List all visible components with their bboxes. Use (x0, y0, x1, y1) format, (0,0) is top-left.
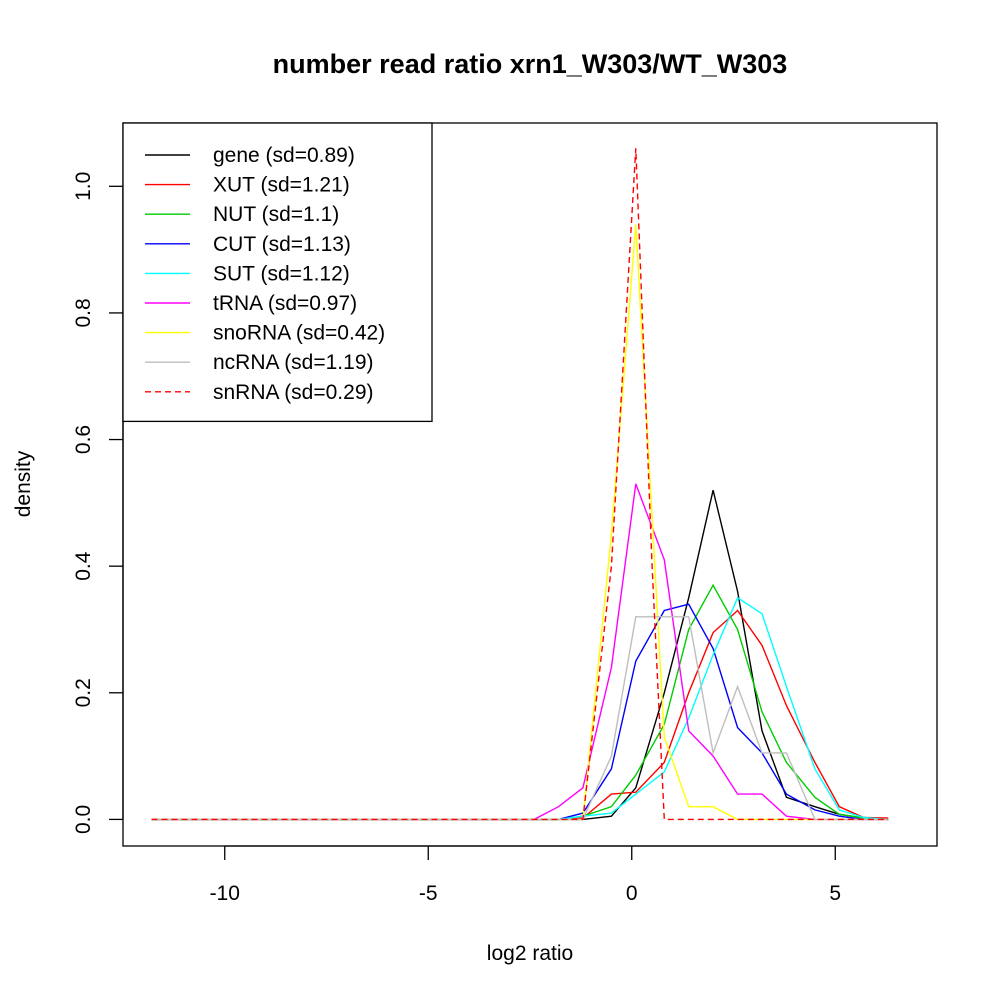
series-line-6 (151, 224, 889, 821)
x-tick-label: 5 (829, 882, 841, 905)
y-tick-label: 0.6 (72, 425, 95, 454)
legend-label: XUT (sd=1.21) (213, 174, 350, 197)
series-line-2 (151, 583, 889, 821)
legend: gene (sd=0.89) XUT (sd=1.21) NUT (sd=1.1) C… (122, 122, 433, 423)
x-tick-label: -10 (210, 882, 240, 905)
x-tick-label: 0 (626, 882, 638, 905)
y-axis-label: density (12, 450, 35, 517)
series-layer (151, 148, 889, 821)
x-axis-label: log2 ratio (487, 942, 573, 965)
chart-title: number read ratio xrn1_W303/WT_W303 (273, 49, 788, 79)
y-tick-label: 0.8 (72, 298, 95, 327)
legend-label: snoRNA (sd=0.42) (213, 322, 385, 345)
legend-label: SUT (sd=1.12) (213, 262, 350, 285)
legend-label: gene (sd=0.89) (213, 144, 355, 167)
legend-label: CUT (sd=1.13) (213, 233, 351, 256)
x-tick-label: -5 (419, 882, 438, 905)
series-line-1 (151, 609, 889, 821)
series-line-7 (151, 616, 889, 821)
series-line-4 (151, 596, 889, 821)
y-tick-label: 1.0 (72, 172, 95, 201)
y-tick-label: 0.0 (72, 805, 95, 834)
legend-label: NUT (sd=1.1) (213, 203, 339, 226)
y-tick-label: 0.2 (72, 678, 95, 707)
x-axis: -10 -5 0 5 (210, 845, 841, 905)
series-line-5 (151, 483, 889, 821)
legend-label: tRNA (sd=0.97) (213, 292, 357, 315)
legend-box (122, 122, 433, 423)
series-line-8 (151, 148, 889, 821)
legend-label: snRNA (sd=0.29) (213, 381, 374, 404)
y-tick-label: 0.4 (72, 551, 95, 581)
legend-label: ncRNA (sd=1.19) (213, 351, 374, 374)
series-line-0 (151, 490, 889, 821)
